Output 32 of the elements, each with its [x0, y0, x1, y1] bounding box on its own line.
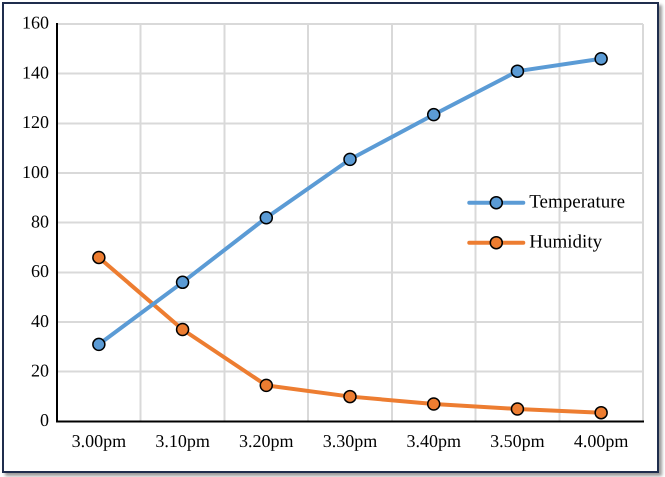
x-tick-label: 3.50pm [490, 430, 545, 451]
x-tick-label: 3.40pm [406, 430, 461, 451]
point [594, 406, 608, 420]
y-tick-label: 120 [22, 112, 49, 132]
y-tick-label: 0 [40, 410, 49, 430]
y-tick-label: 80 [31, 211, 49, 232]
y-tick-label: 60 [31, 261, 49, 282]
point [426, 397, 440, 411]
point [510, 402, 524, 416]
point [343, 390, 357, 404]
point [510, 64, 524, 78]
x-tick-label: 3.20pm [239, 430, 294, 451]
y-tick-label: 100 [22, 162, 49, 182]
point [260, 378, 274, 392]
point [426, 108, 440, 122]
legend-label: Temperature [529, 192, 626, 213]
point [176, 276, 190, 290]
point [260, 210, 274, 224]
y-tick-label: 20 [31, 360, 49, 380]
legend-label: Humidity [529, 232, 603, 253]
point [176, 322, 190, 336]
x-tick-label: 3.30pm [322, 430, 378, 451]
point [343, 152, 357, 166]
y-tick-label: 40 [31, 310, 49, 331]
y-tick-label: 160 [22, 12, 49, 33]
x-tick-label: 3.10pm [155, 430, 210, 451]
point [92, 250, 106, 264]
y-tick-label: 140 [22, 62, 49, 82]
point [594, 52, 608, 66]
x-tick-label: 3.00pm [72, 430, 126, 451]
point [92, 338, 106, 352]
x-tick-label: 4.00pm [574, 430, 628, 451]
